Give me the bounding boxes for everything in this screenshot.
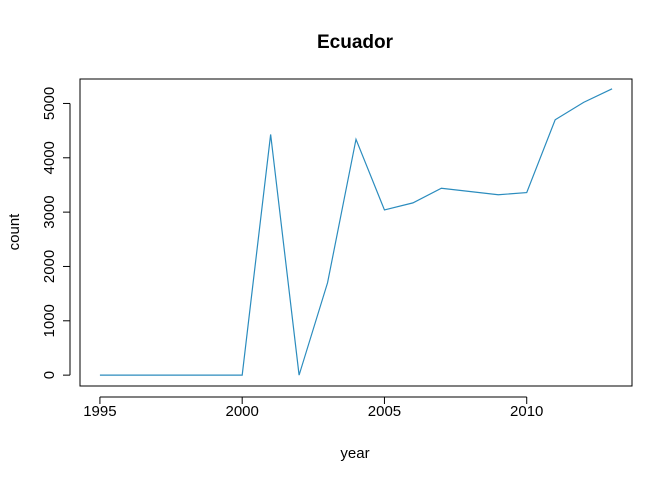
x-tick-label: 2000 [225, 403, 258, 420]
y-tick-label: 5000 [41, 87, 58, 120]
y-tick-label: 4000 [41, 141, 58, 174]
y-tick-label: 2000 [41, 250, 58, 283]
plot-frame [79, 78, 633, 387]
series-layer [99, 88, 613, 376]
x-tick-label: 2010 [510, 403, 543, 420]
series-line [99, 88, 613, 376]
y-tick-label: 0 [41, 371, 58, 379]
chart-title: Ecuador [317, 32, 394, 53]
y-tick-label: 1000 [41, 304, 58, 337]
y-tick-label: 3000 [41, 195, 58, 228]
x-axis: 1995 2000 2005 2010 [83, 396, 543, 420]
x-axis-label: year [340, 445, 369, 462]
x-tick-label: 2005 [368, 403, 401, 420]
y-axis: 0 1000 2000 3000 4000 5000 [41, 87, 71, 379]
y-axis-label: count [6, 213, 23, 251]
x-tick-label: 1995 [83, 403, 116, 420]
